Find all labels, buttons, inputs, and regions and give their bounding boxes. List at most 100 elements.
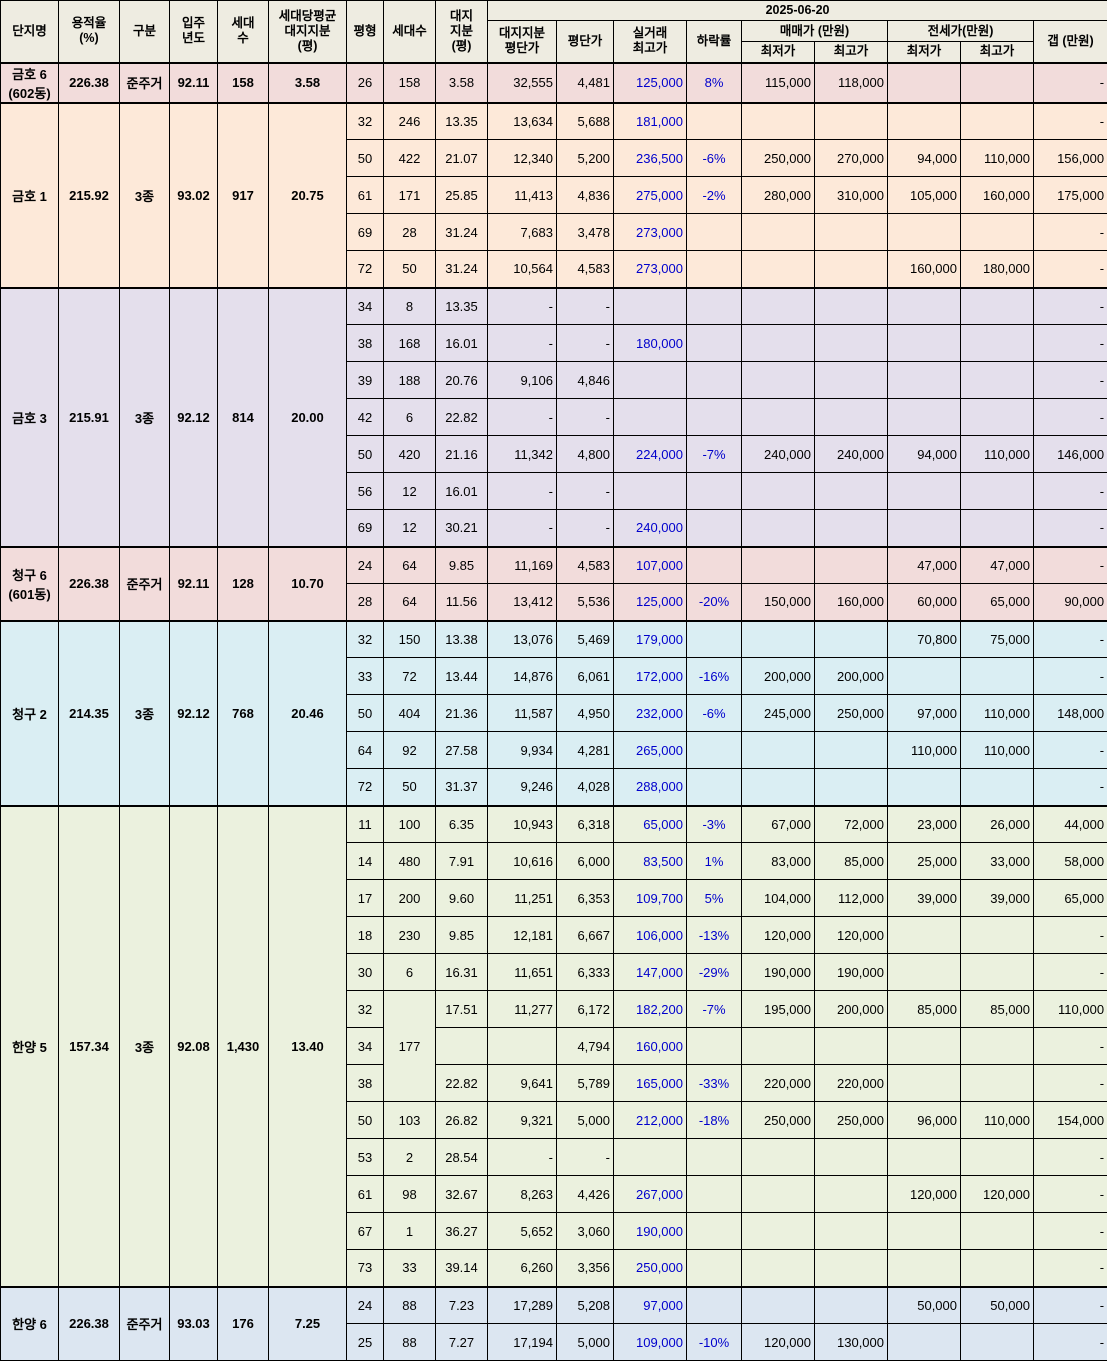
cell: 105,000 <box>888 177 961 214</box>
cell: 3종 <box>120 288 170 547</box>
cell: 180,000 <box>614 325 687 362</box>
cell: 14,876 <box>488 658 557 695</box>
cell: 130,000 <box>815 1324 888 1361</box>
cell <box>815 1213 888 1250</box>
cell: 160,000 <box>888 251 961 288</box>
cell: 9.60 <box>436 880 488 917</box>
cell: 50 <box>347 695 384 732</box>
cell: 106,000 <box>614 917 687 954</box>
cell: 5,536 <box>557 584 614 621</box>
cell <box>687 214 742 251</box>
cell: -7% <box>687 436 742 473</box>
cell: 64 <box>347 732 384 769</box>
cell: - <box>488 399 557 436</box>
cell: 160,000 <box>815 584 888 621</box>
cell: 33 <box>347 658 384 695</box>
cell: 34 <box>347 288 384 325</box>
cell: -6% <box>687 695 742 732</box>
cell: 31.24 <box>436 251 488 288</box>
cell: -10% <box>687 1324 742 1361</box>
cell: - <box>1034 103 1107 140</box>
cell: -3% <box>687 806 742 843</box>
cell: -13% <box>687 917 742 954</box>
cell: 56 <box>347 473 384 510</box>
cell: 7.27 <box>436 1324 488 1361</box>
cell: 38 <box>347 325 384 362</box>
cell: 158 <box>218 63 269 103</box>
cell: 13.35 <box>436 288 488 325</box>
cell <box>961 1065 1034 1102</box>
cell <box>742 769 815 806</box>
cell: 177 <box>384 991 436 1102</box>
cell: 4,028 <box>557 769 614 806</box>
header-cell: 평형 <box>347 1 384 63</box>
cell: 준주거 <box>120 63 170 103</box>
cell: - <box>557 510 614 547</box>
cell: - <box>1034 214 1107 251</box>
cell: 9,321 <box>488 1102 557 1139</box>
cell: 금호 6 (602동) <box>1 63 59 103</box>
cell: 92.08 <box>170 806 218 1287</box>
header-cell: 갭 (만원) <box>1034 21 1107 63</box>
cell: 226.38 <box>59 1287 120 1361</box>
cell: 5% <box>687 880 742 917</box>
cell: 200,000 <box>742 658 815 695</box>
cell: 98 <box>384 1176 436 1213</box>
cell <box>687 1028 742 1065</box>
cell: 128 <box>218 547 269 621</box>
cell: 195,000 <box>742 991 815 1028</box>
cell: 92.11 <box>170 547 218 621</box>
cell: 270,000 <box>815 140 888 177</box>
cell <box>815 1176 888 1213</box>
cell: 120,000 <box>815 917 888 954</box>
cell: 288,000 <box>614 769 687 806</box>
cell: 20.46 <box>269 621 347 806</box>
cell: 39 <box>347 362 384 399</box>
cell: 224,000 <box>614 436 687 473</box>
cell: 146,000 <box>1034 436 1107 473</box>
cell: -18% <box>687 1102 742 1139</box>
cell: 18 <box>347 917 384 954</box>
cell: 3.58 <box>436 63 488 103</box>
cell: 88 <box>384 1324 436 1361</box>
header-cell: 전세가(만원) <box>888 21 1034 42</box>
cell <box>961 658 1034 695</box>
cell <box>488 1028 557 1065</box>
cell: 11,169 <box>488 547 557 584</box>
cell <box>815 1028 888 1065</box>
cell: 214.35 <box>59 621 120 806</box>
cell <box>614 362 687 399</box>
cell: 226.38 <box>59 63 120 103</box>
cell: 93.02 <box>170 103 218 288</box>
cell: 7.91 <box>436 843 488 880</box>
cell: 60,000 <box>888 584 961 621</box>
cell <box>815 621 888 658</box>
cell <box>815 362 888 399</box>
cell <box>961 103 1034 140</box>
cell: 118,000 <box>815 63 888 103</box>
cell: 32,555 <box>488 63 557 103</box>
cell: 240,000 <box>815 436 888 473</box>
cell: 190,000 <box>742 954 815 991</box>
cell: 72 <box>384 658 436 695</box>
cell: 12,181 <box>488 917 557 954</box>
header-cell: 구분 <box>120 1 170 63</box>
cell: 17,289 <box>488 1287 557 1324</box>
cell <box>687 547 742 584</box>
cell: 24 <box>347 1287 384 1324</box>
cell: 175,000 <box>1034 177 1107 214</box>
cell: 1 <box>384 1213 436 1250</box>
cell: 3,060 <box>557 1213 614 1250</box>
cell: 12 <box>384 510 436 547</box>
cell: 39,000 <box>961 880 1034 917</box>
header-cell: 세대 수 <box>218 1 269 63</box>
cell <box>888 658 961 695</box>
cell <box>815 103 888 140</box>
header-cell: 입주 년도 <box>170 1 218 63</box>
cell: 3.58 <box>269 63 347 103</box>
cell: 768 <box>218 621 269 806</box>
cell: 20.76 <box>436 362 488 399</box>
cell: - <box>557 1139 614 1176</box>
header-cell: 용적율 (%) <box>59 1 120 63</box>
